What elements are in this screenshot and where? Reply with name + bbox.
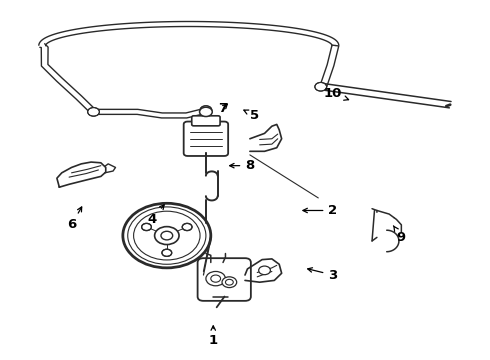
Circle shape [200, 106, 212, 114]
Text: 8: 8 [230, 159, 254, 172]
Circle shape [88, 108, 99, 116]
Text: 4: 4 [147, 205, 164, 226]
Circle shape [199, 107, 212, 117]
Text: 3: 3 [308, 268, 338, 282]
Circle shape [222, 277, 237, 288]
Circle shape [155, 226, 179, 244]
Circle shape [182, 224, 192, 230]
Circle shape [206, 271, 225, 286]
Text: 7: 7 [219, 102, 227, 115]
Circle shape [162, 249, 172, 256]
FancyBboxPatch shape [192, 116, 220, 126]
Circle shape [142, 224, 151, 230]
Text: 5: 5 [244, 109, 259, 122]
Circle shape [315, 82, 327, 91]
Text: 1: 1 [209, 326, 218, 347]
Text: 6: 6 [67, 207, 82, 231]
Text: 2: 2 [303, 204, 338, 217]
FancyBboxPatch shape [184, 122, 228, 156]
Text: 9: 9 [393, 226, 406, 244]
FancyBboxPatch shape [197, 258, 251, 301]
Circle shape [259, 266, 270, 275]
Text: 10: 10 [324, 87, 348, 100]
